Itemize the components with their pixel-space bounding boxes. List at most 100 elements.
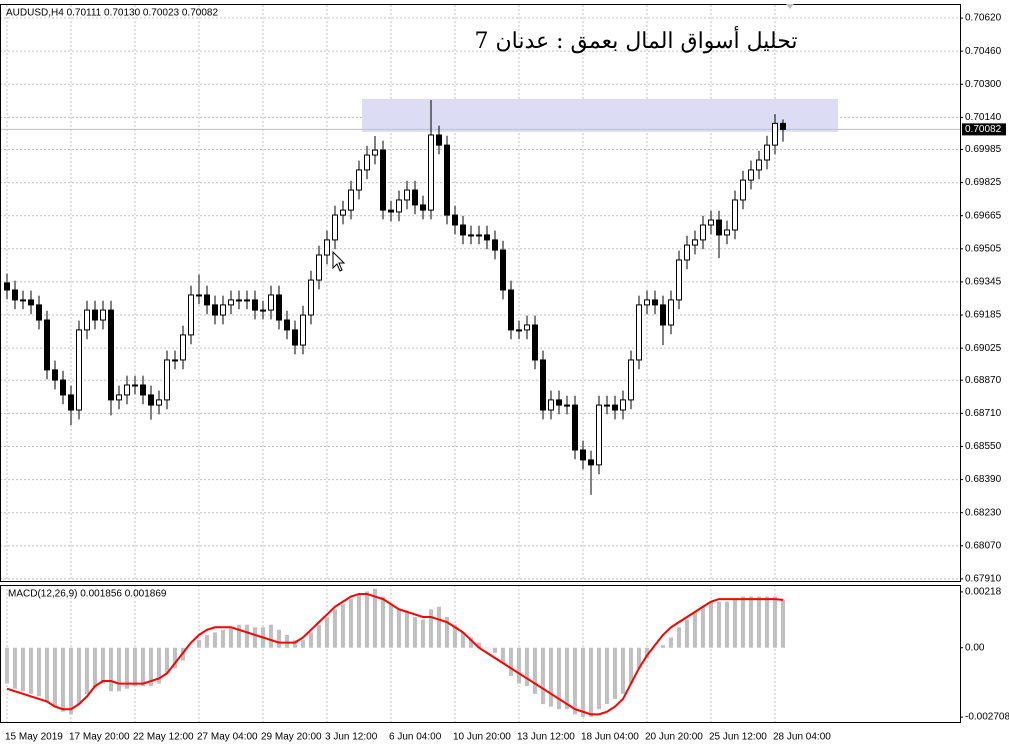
candle-body	[388, 209, 394, 213]
macd-bar	[293, 640, 297, 648]
macd-bar	[565, 647, 569, 710]
macd-bar	[349, 599, 353, 648]
macd-bar	[197, 640, 201, 648]
y-tick-label: 0.68710	[965, 408, 1002, 419]
candle-body	[556, 399, 562, 406]
macd-bar	[773, 596, 777, 648]
candle-body	[44, 319, 50, 371]
candle-body	[340, 209, 346, 216]
candle-body	[780, 122, 786, 130]
macd-bar	[701, 606, 705, 648]
x-tick-label: 27 May 04:00	[197, 732, 258, 743]
macd-bar	[221, 629, 225, 648]
price-zone	[362, 98, 838, 132]
x-tick-label: 29 May 20:00	[261, 732, 322, 743]
candle-body	[268, 294, 274, 311]
chart-title: تحليل أسواق المال بعمق : عدنان 7	[474, 25, 797, 54]
macd-bar	[365, 591, 369, 648]
candle-body	[572, 404, 578, 451]
candle-body	[540, 359, 546, 411]
macd-bar	[389, 604, 393, 648]
macd-bar	[5, 647, 9, 684]
macd-bar	[317, 624, 321, 648]
macd-bar	[309, 632, 313, 648]
candle-body	[188, 294, 194, 336]
candle-body	[596, 404, 602, 466]
candle-body	[316, 254, 322, 281]
candle-body	[628, 359, 634, 401]
candle-body	[276, 294, 282, 321]
macd-bar	[237, 624, 241, 648]
candle-body	[580, 449, 586, 461]
macd-bar	[717, 601, 721, 648]
candle-body	[28, 299, 34, 306]
candle-body	[676, 259, 682, 301]
candle-body	[468, 234, 474, 237]
macd-bar	[149, 647, 153, 687]
macd-bar	[597, 647, 601, 710]
candle-body	[772, 122, 778, 146]
x-tick-label: 6 Jun 04:00	[389, 732, 442, 743]
macd-bar	[589, 647, 593, 717]
candle-body	[404, 189, 410, 201]
macd-bar	[381, 596, 385, 648]
x-tick-label: 22 May 12:00	[133, 732, 194, 743]
candle-body	[636, 304, 642, 361]
y-tick-label: 0.70300	[965, 79, 1002, 90]
macd-bar	[117, 647, 121, 692]
candle-body	[220, 304, 226, 316]
macd-bar	[637, 647, 641, 669]
macd-bar	[693, 611, 697, 648]
macd-bar	[549, 647, 553, 707]
candle-body	[620, 399, 626, 411]
macd-bar	[653, 647, 657, 649]
y-tick-label: 0.68390	[965, 474, 1002, 485]
macd-bar	[397, 609, 401, 648]
candle-body	[204, 294, 210, 306]
candle-body	[308, 279, 314, 316]
macd-frame	[0, 585, 961, 723]
y-tick-label: 0.00218	[965, 587, 1002, 598]
macd-bar	[685, 619, 689, 648]
candle-body	[516, 329, 522, 332]
candle-body	[284, 319, 290, 331]
y-tick-label: 0.69665	[965, 210, 1002, 221]
candle-body	[132, 384, 138, 387]
candle-body	[460, 224, 466, 236]
macd-bar	[229, 627, 233, 648]
macd-bar	[469, 637, 473, 648]
macd-bar	[333, 609, 337, 648]
candle-body	[700, 224, 706, 241]
macd-bar	[749, 596, 753, 648]
candle-body	[348, 189, 354, 211]
candle-body	[100, 309, 106, 321]
candle-body	[444, 144, 450, 216]
y-tick-label: 0.69505	[965, 243, 1002, 254]
candle-body	[612, 404, 618, 411]
x-tick-label: 17 May 20:00	[69, 732, 130, 743]
x-tick-label: 28 Jun 04:00	[773, 732, 831, 743]
macd-bar	[245, 624, 249, 648]
macd-bar	[125, 647, 129, 689]
candle-body	[4, 282, 10, 291]
candle-body	[332, 214, 338, 241]
x-tick-label: 25 Jun 12:00	[709, 732, 767, 743]
macd-bar	[445, 617, 449, 648]
candle-body	[36, 304, 42, 321]
macd-bar	[93, 647, 97, 689]
candle-body	[196, 294, 202, 297]
macd-bar	[557, 647, 561, 710]
macd-bar	[741, 596, 745, 648]
symbol-header: AUDUSD,H4 0.70111 0.70130 0.70023 0.7008…	[6, 8, 218, 19]
macd-bar	[69, 647, 73, 715]
candle-body	[20, 299, 26, 302]
candle-body	[644, 299, 650, 306]
macd-bar	[757, 596, 761, 648]
candle-body	[180, 334, 186, 361]
macd-bar	[61, 647, 65, 712]
macd-bar	[437, 606, 441, 648]
x-tick-label: 3 Jun 12:00	[325, 732, 378, 743]
macd-bar	[709, 601, 713, 648]
candle-body	[716, 219, 722, 236]
candle-body	[436, 134, 442, 146]
